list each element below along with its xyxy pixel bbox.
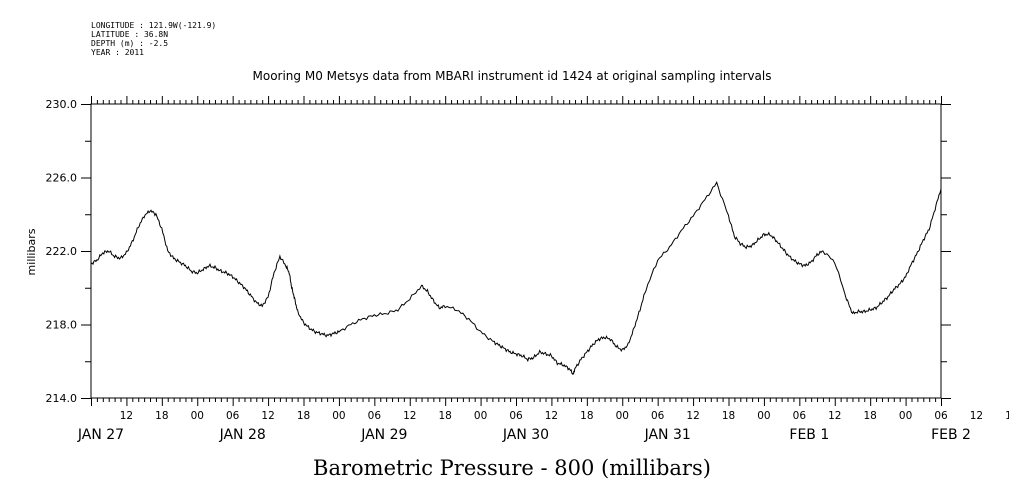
- x-date-label: JAN 29: [360, 427, 407, 443]
- x-tick-label: 12: [545, 410, 558, 422]
- x-tick-label: 18: [297, 410, 310, 422]
- x-axis-label: Barometric Pressure - 800 (millibars): [313, 456, 711, 480]
- chart-title: Mooring M0 Metsys data from MBARI instru…: [253, 69, 772, 83]
- x-tick-label: 06: [793, 410, 807, 422]
- x-tick-label: 00: [899, 410, 912, 422]
- x-tick-label: 06: [651, 410, 665, 422]
- x-tick-label: 06: [509, 410, 523, 422]
- x-tick-label: 00: [191, 410, 204, 422]
- x-tick-label: 18: [580, 410, 593, 422]
- y-tick-label: 226.0: [46, 172, 78, 185]
- y-tick-label: 230.0: [46, 98, 78, 111]
- x-tick-label: 06: [934, 410, 948, 422]
- longitude-text: LONGITUDE : 121.9W(-121.9): [91, 21, 217, 30]
- y-axis-label: millibars: [25, 228, 38, 275]
- x-tick-label: 18: [438, 410, 451, 422]
- pressure-series-line: [91, 104, 941, 375]
- x-date-label: JAN 27: [77, 427, 124, 443]
- axes: 12 18 00 06 12 18 00 06 12 18 00 06 12 18 00 06 12 18 00 06…: [46, 96, 1009, 443]
- x-tick-label: 12: [403, 410, 416, 422]
- x-tick-label: 18: [155, 410, 168, 422]
- x-tick-label: 00: [757, 410, 770, 422]
- x-tick-label: 18: [722, 410, 735, 422]
- x-tick-label: 00: [332, 410, 345, 422]
- x-date-label: JAN 28: [219, 427, 266, 443]
- series-group: [91, 104, 941, 375]
- x-date-label: JAN 30: [502, 427, 549, 443]
- x-tick-label: 00: [616, 410, 629, 422]
- x-date-label: FEB 1: [789, 427, 829, 443]
- x-tick-label: 06: [368, 410, 382, 422]
- metadata-block: LONGITUDE : 121.9W(-121.9) LATITUDE : 36…: [91, 21, 216, 57]
- depth-text: DEPTH (m) : -2.5: [91, 39, 169, 48]
- x-tick-label: 12: [261, 410, 274, 422]
- x-tick-label: 06: [226, 410, 240, 422]
- latitude-text: LATITUDE : 36.8N: [91, 30, 169, 39]
- x-tick-label: 18: [1005, 410, 1009, 422]
- x-tick-label: 12: [828, 410, 841, 422]
- x-tick-label: 12: [686, 410, 699, 422]
- x-tick-label: 12: [120, 410, 133, 422]
- y-tick-label: 214.0: [46, 392, 78, 405]
- x-tick-label: 18: [863, 410, 876, 422]
- y-tick-label: 218.0: [46, 319, 78, 332]
- year-text: YEAR : 2011: [91, 48, 144, 57]
- x-date-label: FEB 2: [931, 427, 971, 443]
- x-date-label: JAN 31: [644, 427, 691, 443]
- x-tick-label: 00: [474, 410, 487, 422]
- y-tick-label: 222.0: [46, 245, 78, 258]
- x-tick-label: 12: [970, 410, 983, 422]
